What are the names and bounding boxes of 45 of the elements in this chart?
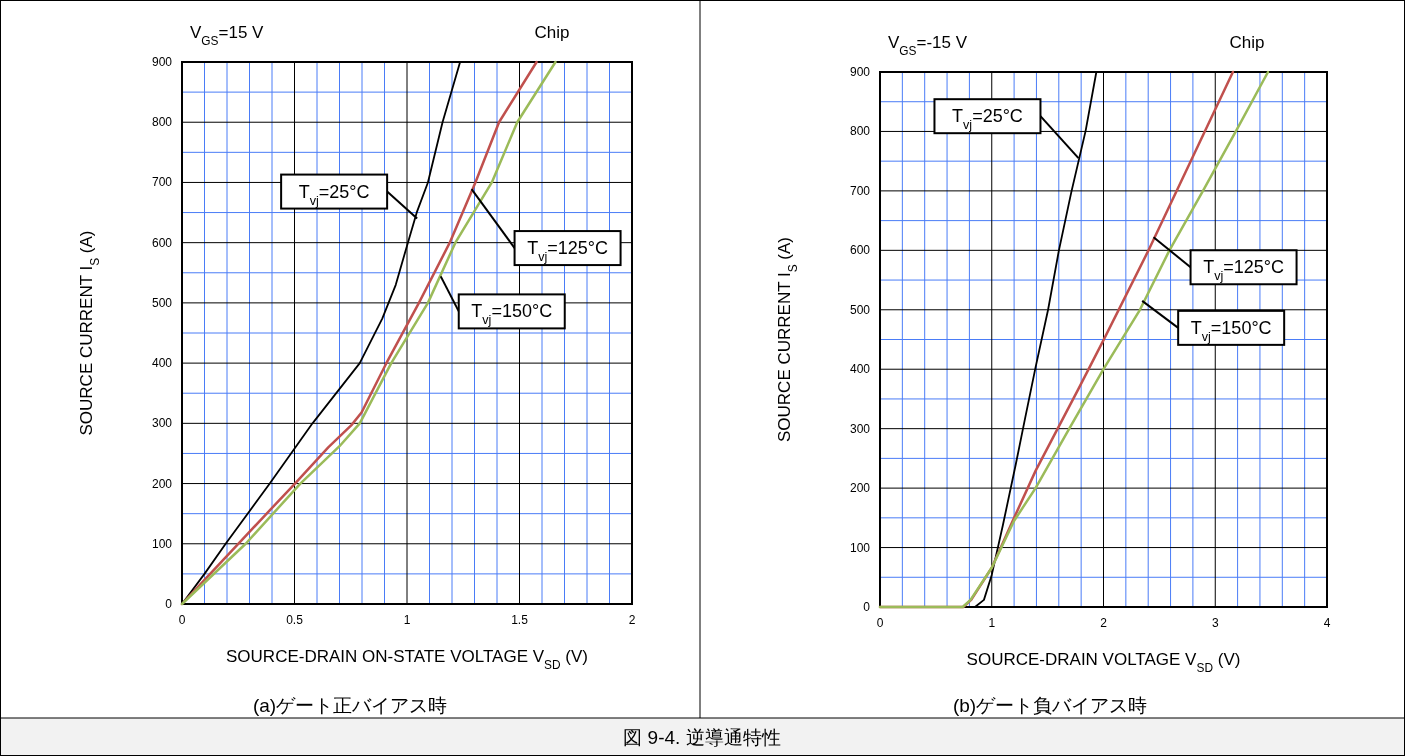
text: Chip — [534, 23, 570, 42]
y-tick-label: 100 — [151, 536, 173, 551]
x-tick-label: 0.5 — [286, 613, 304, 627]
annotation: T$_{vj}$=25°C — [298, 181, 370, 208]
caption: 図 9-4. 逆導通特性 — [623, 727, 781, 748]
y-tick-label: 300 — [151, 416, 173, 431]
text: V$_{GS}$=15 V — [190, 23, 265, 48]
y-tick-label: 600 — [151, 235, 173, 250]
x-tick-label: 1.5 — [511, 613, 529, 627]
y-tick-label: 900 — [849, 65, 871, 79]
x-tick-label: 4 — [1323, 616, 1331, 630]
x-tick-label: 0 — [876, 616, 884, 630]
y-tick-label: 200 — [151, 476, 173, 491]
y-tick-label: 900 — [151, 55, 173, 69]
annotation: T$_{vj}$=150°C — [471, 301, 553, 328]
x-tick-label: 0 — [178, 613, 186, 627]
text: V$_{GS}$=-15 V — [888, 33, 968, 58]
x-tick-label: 1 — [988, 616, 996, 630]
y-tick-label: 800 — [849, 124, 871, 139]
annotation: T$_{vj}$=125°C — [527, 238, 608, 265]
text: (b)ゲート負バイアス時 — [952, 695, 1148, 716]
y-tick-label: 600 — [849, 243, 871, 258]
y-tick-label: 500 — [849, 302, 871, 317]
y-tick-label: 0 — [165, 597, 173, 611]
y-tick-label: 500 — [151, 295, 173, 310]
y-tick-label: 100 — [849, 540, 871, 555]
x-tick-label: 2 — [628, 613, 636, 627]
y-tick-label: 700 — [151, 175, 173, 190]
x-tick-label: 1 — [403, 613, 411, 627]
y-tick-label: 0 — [863, 600, 871, 614]
y-tick-label: 300 — [849, 421, 871, 436]
text: (a)ゲート正バイアス時 — [252, 695, 448, 716]
x-axis-title: SOURCE-DRAIN ON-STATE VOLTAGE V$_{SD}$ (V) — [226, 647, 588, 672]
y-tick-label: 400 — [151, 356, 173, 371]
y-tick-label: 700 — [849, 183, 871, 198]
y-tick-label: 200 — [849, 481, 871, 496]
x-tick-label: 3 — [1211, 616, 1219, 630]
x-tick-label: 2 — [1100, 616, 1108, 630]
y-tick-label: 400 — [849, 362, 871, 377]
x-axis-title: SOURCE-DRAIN VOLTAGE V$_{SD}$ (V) — [966, 650, 1241, 675]
text: Chip — [1229, 33, 1265, 52]
annotation: T$_{vj}$=150°C — [1190, 317, 1272, 344]
annotation: T$_{vj}$=125°C — [1203, 257, 1284, 284]
y-tick-label: 800 — [151, 115, 173, 130]
annotation: T$_{vj}$=25°C — [952, 106, 1023, 133]
